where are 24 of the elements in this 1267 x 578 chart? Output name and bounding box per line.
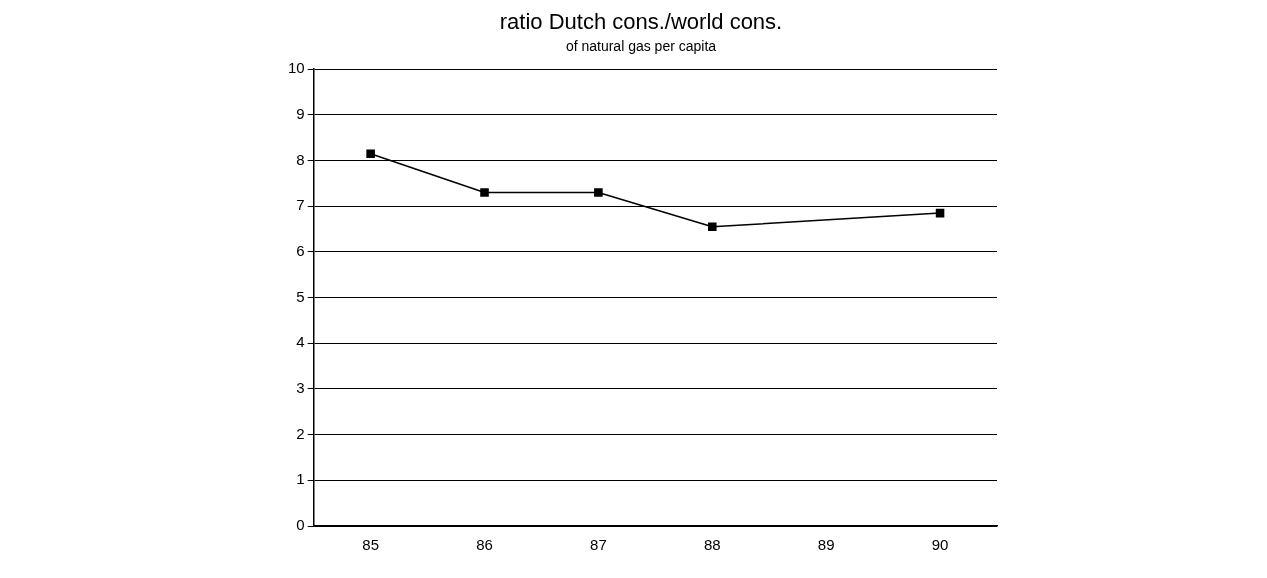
chart-subtitle: of natural gas per capita bbox=[565, 37, 717, 54]
y-tick-label: 0 bbox=[296, 516, 305, 534]
point bbox=[480, 188, 489, 197]
point bbox=[935, 208, 945, 218]
point bbox=[366, 149, 375, 158]
y-tick-label: 9 bbox=[296, 105, 305, 123]
point bbox=[594, 188, 603, 197]
x-tick-label: 87 bbox=[590, 536, 607, 554]
y-tick-label: 8 bbox=[296, 150, 305, 168]
y-tick-label: 3 bbox=[296, 379, 305, 397]
x-tick-label: 86 bbox=[476, 536, 493, 554]
y-tick-label: 4 bbox=[296, 333, 305, 351]
y-tick-label: 10 bbox=[288, 59, 305, 77]
x-tick-label: 88 bbox=[703, 536, 721, 554]
y-tick-label: 6 bbox=[296, 242, 305, 260]
x-tick-label: 89 bbox=[817, 536, 835, 554]
x-tick-label: 85 bbox=[362, 536, 379, 554]
point bbox=[708, 222, 717, 232]
y-tick-label: 2 bbox=[296, 424, 305, 442]
y-tick-label: 7 bbox=[296, 196, 305, 214]
x-tick-label: 90 bbox=[931, 536, 949, 554]
y-tick-label: 1 bbox=[296, 470, 305, 488]
chart-title: ratio Dutch cons./world cons. bbox=[499, 9, 783, 35]
y-tick-label: 5 bbox=[296, 287, 305, 305]
